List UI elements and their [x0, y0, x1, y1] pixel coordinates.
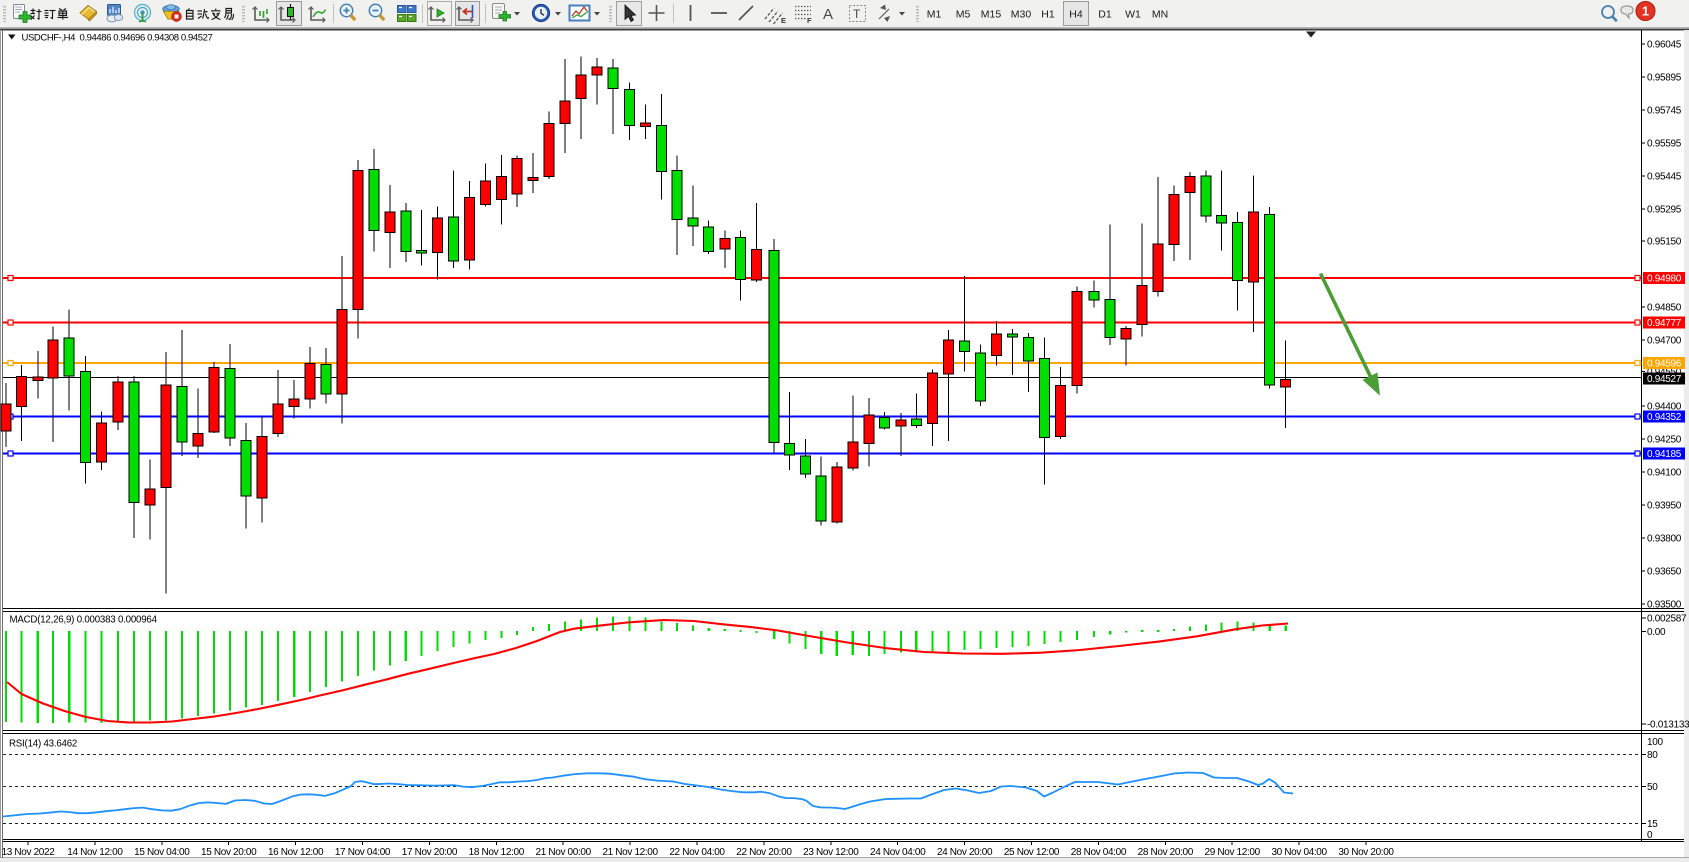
svg-text:22 Nov 04:00: 22 Nov 04:00 — [669, 847, 725, 858]
svg-text:0.93800: 0.93800 — [1647, 534, 1682, 545]
svg-text:W1: W1 — [1125, 9, 1141, 21]
svg-text:0.94185: 0.94185 — [1647, 449, 1682, 460]
svg-text:17 Nov 20:00: 17 Nov 20:00 — [402, 847, 458, 858]
svg-text:0.95295: 0.95295 — [1647, 205, 1682, 216]
svg-text:RSI(14) 43.6462: RSI(14) 43.6462 — [9, 739, 77, 750]
svg-text:0.95745: 0.95745 — [1647, 106, 1682, 117]
svg-text:15: 15 — [1647, 819, 1658, 830]
svg-text:0.95150: 0.95150 — [1647, 237, 1682, 248]
svg-text:100: 100 — [1647, 737, 1664, 748]
svg-text:13 Nov 2022: 13 Nov 2022 — [2, 847, 56, 858]
svg-text:A: A — [823, 6, 833, 23]
svg-text:80: 80 — [1647, 750, 1658, 761]
svg-text:18 Nov 12:00: 18 Nov 12:00 — [469, 847, 525, 858]
svg-text:17 Nov 04:00: 17 Nov 04:00 — [335, 847, 391, 858]
svg-text:28 Nov 20:00: 28 Nov 20:00 — [1138, 847, 1194, 858]
svg-text:H4: H4 — [1069, 9, 1083, 21]
svg-text:16 Nov 12:00: 16 Nov 12:00 — [268, 847, 324, 858]
svg-text:H1: H1 — [1041, 9, 1055, 21]
svg-text:F: F — [807, 16, 812, 25]
svg-text:24 Nov 20:00: 24 Nov 20:00 — [937, 847, 993, 858]
svg-text:21 Nov 12:00: 21 Nov 12:00 — [602, 847, 658, 858]
svg-text:0.002587: 0.002587 — [1647, 614, 1687, 625]
svg-text:23 Nov 12:00: 23 Nov 12:00 — [803, 847, 859, 858]
svg-text:M15: M15 — [981, 9, 1002, 21]
svg-text:0.94400: 0.94400 — [1647, 402, 1682, 413]
svg-text:0.95445: 0.95445 — [1647, 172, 1682, 183]
svg-text:50: 50 — [1647, 782, 1658, 793]
svg-text:0.96045: 0.96045 — [1647, 40, 1682, 51]
svg-text:0: 0 — [1647, 830, 1653, 841]
svg-text:25 Nov 12:00: 25 Nov 12:00 — [1004, 847, 1060, 858]
svg-text:0.00: 0.00 — [1647, 627, 1666, 638]
svg-text:USDCHF-,H4 0.94486 0.94696 0.: USDCHF-,H4 0.94486 0.94696 0.94308 0.945… — [22, 33, 213, 44]
svg-text:0.94777: 0.94777 — [1647, 318, 1682, 329]
svg-text:T: T — [853, 7, 861, 21]
svg-text:21 Nov 00:00: 21 Nov 00:00 — [536, 847, 592, 858]
svg-text:-0.013133: -0.013133 — [1647, 720, 1689, 731]
svg-text:M1: M1 — [927, 9, 942, 21]
svg-text:30 Nov 20:00: 30 Nov 20:00 — [1338, 847, 1394, 858]
svg-text:15 Nov 04:00: 15 Nov 04:00 — [134, 847, 190, 858]
svg-text:30 Nov 04:00: 30 Nov 04:00 — [1271, 847, 1327, 858]
svg-text:0.94596: 0.94596 — [1647, 359, 1682, 370]
svg-text:1: 1 — [1642, 4, 1649, 19]
svg-text:MN: MN — [1152, 9, 1168, 21]
svg-text:24 Nov 04:00: 24 Nov 04:00 — [870, 847, 926, 858]
svg-text:M5: M5 — [956, 9, 971, 21]
svg-text:0.94352: 0.94352 — [1647, 412, 1682, 423]
svg-text:E: E — [781, 16, 786, 25]
svg-text:29 Nov 12:00: 29 Nov 12:00 — [1205, 847, 1261, 858]
svg-text:28 Nov 04:00: 28 Nov 04:00 — [1071, 847, 1127, 858]
svg-text:0.93950: 0.93950 — [1647, 501, 1682, 512]
svg-text:0.94527: 0.94527 — [1647, 374, 1682, 385]
svg-text:0.94980: 0.94980 — [1647, 274, 1682, 285]
svg-text:0.94100: 0.94100 — [1647, 468, 1682, 479]
svg-text:0.95595: 0.95595 — [1647, 139, 1682, 150]
svg-text:M30: M30 — [1011, 9, 1032, 21]
svg-text:0.93500: 0.93500 — [1647, 600, 1682, 611]
svg-text:MACD(12,26,9) 0.000383 0.00096: MACD(12,26,9) 0.000383 0.000964 — [10, 615, 158, 626]
svg-text:22 Nov 20:00: 22 Nov 20:00 — [736, 847, 792, 858]
svg-text:0.94250: 0.94250 — [1647, 435, 1682, 446]
svg-text:15 Nov 20:00: 15 Nov 20:00 — [201, 847, 257, 858]
svg-text:D1: D1 — [1098, 9, 1112, 21]
svg-text:0.94850: 0.94850 — [1647, 303, 1682, 314]
svg-text:0.94700: 0.94700 — [1647, 336, 1682, 347]
svg-text:0.95895: 0.95895 — [1647, 73, 1682, 84]
svg-text:0.93650: 0.93650 — [1647, 567, 1682, 578]
svg-text:14 Nov 12:00: 14 Nov 12:00 — [67, 847, 123, 858]
